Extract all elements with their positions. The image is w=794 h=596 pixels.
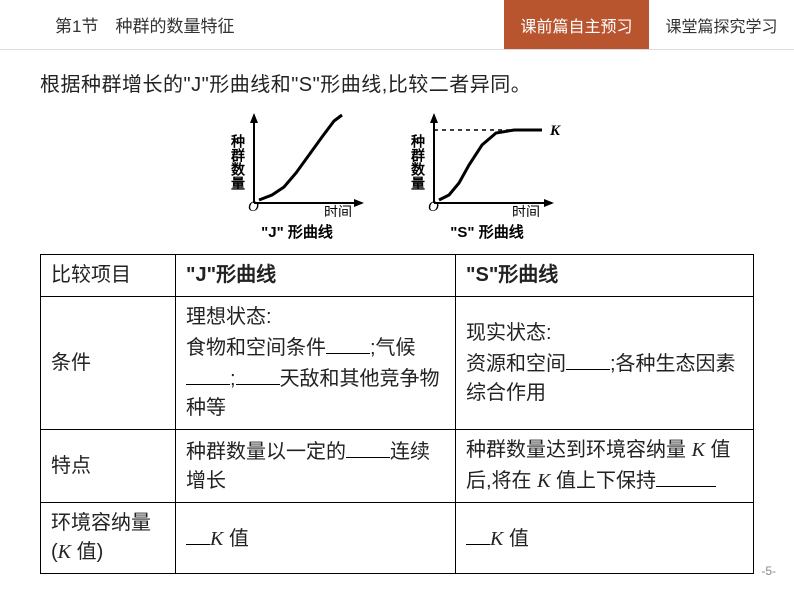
row1-c2: 理想状态: 食物和空间条件;气候;天敌和其他竞争物种等 [176, 297, 456, 430]
page-number: -5- [761, 564, 776, 578]
table-header-row: 比较项目 "J"形曲线 "S"形曲线 [41, 255, 754, 297]
chart-s-origin: O [428, 199, 439, 215]
row1-c3: 现实状态: 资源和空间;各种生态因素综合作用 [456, 297, 754, 430]
compare-table: 比较项目 "J"形曲线 "S"形曲线 条件 理想状态: 食物和空间条件;气候;天… [40, 254, 754, 574]
chart-s-ylabel: 种群数量 [410, 133, 426, 191]
chart-j: O 时间 种群数量 "J" 形曲线 [222, 107, 372, 242]
charts-row: O 时间 种群数量 "J" 形曲线 O 时间 K [40, 107, 754, 242]
th-compare: 比较项目 [41, 255, 176, 297]
table-row: 特点 种群数量以一定的连续增长 种群数量达到环境容纳量 K 值后,将在 K 值上… [41, 430, 754, 503]
intro-text: 根据种群增长的"J"形曲线和"S"形曲线,比较二者异同。 [40, 68, 754, 97]
row2-c3: 种群数量达到环境容纳量 K 值后,将在 K 值上下保持 [456, 430, 754, 503]
chart-s-k-label: K [549, 123, 561, 139]
table-row: 环境容纳量(K 值) K 值 K 值 [41, 503, 754, 574]
chart-j-origin: O [248, 199, 259, 215]
chart-s: O 时间 K 种群数量 "S" 形曲线 [402, 107, 572, 242]
chart-s-caption: "S" 形曲线 [450, 221, 523, 242]
tab-preview[interactable]: 课前篇自主预习 [504, 0, 649, 49]
table-row: 条件 理想状态: 食物和空间条件;气候;天敌和其他竞争物种等 现实状态: 资源和… [41, 297, 754, 430]
row2-c2: 种群数量以一定的连续增长 [176, 430, 456, 503]
row3-c2: K 值 [176, 503, 456, 574]
row3-c1: 环境容纳量(K 值) [41, 503, 176, 574]
th-s: "S"形曲线 [456, 255, 754, 297]
th-j: "J"形曲线 [176, 255, 456, 297]
chart-j-caption: "J" 形曲线 [261, 221, 333, 242]
row2-c1: 特点 [41, 430, 176, 503]
section-title: 第1节 种群的数量特征 [0, 0, 504, 49]
chart-s-xlabel: 时间 [512, 204, 540, 217]
chart-j-ylabel: 种群数量 [230, 133, 246, 191]
content: 根据种群增长的"J"形曲线和"S"形曲线,比较二者异同。 O 时间 种群数量 "… [0, 50, 794, 574]
chart-j-svg: O 时间 种群数量 [222, 107, 372, 217]
tab-study[interactable]: 课堂篇探究学习 [649, 0, 794, 49]
row1-c1: 条件 [41, 297, 176, 430]
row3-c3: K 值 [456, 503, 754, 574]
header: 第1节 种群的数量特征 课前篇自主预习 课堂篇探究学习 [0, 0, 794, 50]
chart-s-svg: O 时间 K 种群数量 [402, 107, 572, 217]
chart-j-xlabel: 时间 [324, 204, 352, 217]
